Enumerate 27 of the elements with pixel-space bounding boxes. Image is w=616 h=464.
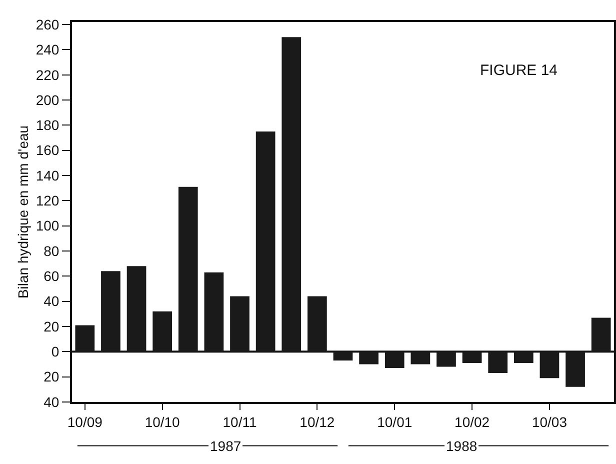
x-tick-label: 10/01 bbox=[377, 414, 412, 430]
y-tick-label: 160 bbox=[36, 142, 60, 158]
x-tick-label: 10/12 bbox=[300, 414, 335, 430]
y-tick-label: 60 bbox=[44, 268, 60, 284]
x-tick-label: 10/09 bbox=[67, 414, 103, 430]
y-tick-label: 40 bbox=[44, 293, 60, 310]
y-tick-label: 20 bbox=[44, 368, 60, 385]
text: FIGURE 14 bbox=[480, 62, 558, 79]
y-tick-label: 20 bbox=[44, 318, 60, 334]
y-tick-label: 40 bbox=[44, 394, 60, 410]
y-tick-label: 120 bbox=[36, 192, 60, 209]
y-tick-label: 260 bbox=[36, 16, 60, 32]
y-tick-label: 180 bbox=[36, 117, 60, 134]
y-tick-label: 100 bbox=[36, 218, 60, 234]
y-axis-title: Bilan hydrique en mm d'eau bbox=[14, 125, 31, 299]
x-tick-label: 10/03 bbox=[532, 414, 568, 430]
x-tick-label: 10/02 bbox=[454, 414, 490, 430]
y-tick-label: 80 bbox=[44, 242, 60, 259]
text: 1987 bbox=[210, 438, 242, 454]
y-tick-label: 240 bbox=[36, 42, 60, 58]
x-tick-label: 10/11 bbox=[222, 414, 257, 430]
y-tick-label: 220 bbox=[36, 66, 60, 83]
text: 1988 bbox=[446, 438, 478, 454]
y-tick-label: 200 bbox=[36, 92, 60, 108]
y-tick-label: 0 bbox=[51, 344, 60, 360]
x-tick-label: 10/10 bbox=[144, 414, 180, 430]
y-tick-label: 140 bbox=[36, 167, 60, 184]
